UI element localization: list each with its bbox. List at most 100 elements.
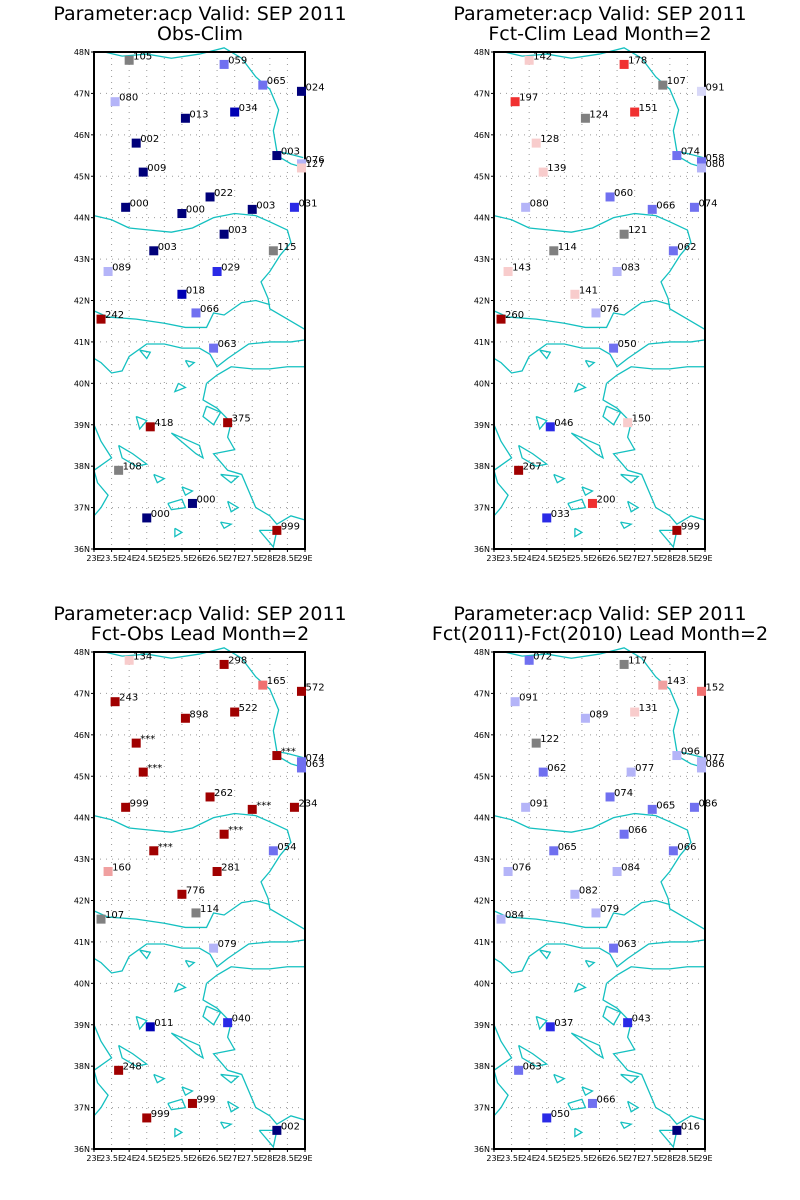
station-value: 142 (533, 51, 552, 62)
lat-tick-label: 46N (74, 731, 90, 740)
lat-tick-label: 45N (474, 772, 490, 781)
station-marker (110, 697, 120, 707)
station-value: 999 (151, 1109, 170, 1120)
coastline-segment (220, 473, 240, 484)
lon-tick-label: 24.5E (135, 554, 158, 563)
coastline-segment (174, 527, 184, 538)
axis-labels: 36N 37N 38N 39N 40N 41N 42N 43N 44N 45N 46N 47N 48N 2… (474, 648, 713, 1163)
station-marker (587, 1098, 597, 1108)
station-value: 076 (305, 155, 324, 166)
station-value: 065 (558, 842, 577, 853)
station-value: 072 (533, 651, 552, 662)
coastline-segment (181, 486, 194, 497)
lon-tick-label: 26.5E (206, 554, 229, 563)
station-marker (672, 525, 682, 535)
coastline-segment (493, 212, 706, 331)
station-value: 003 (281, 147, 300, 158)
station-marker (514, 1065, 524, 1075)
lon-tick-label: 25E (557, 1154, 572, 1163)
lat-tick-label: 39N (474, 421, 490, 430)
station-value: 062 (677, 242, 696, 253)
coastline-segment (135, 1015, 148, 1031)
lon-tick-label: 28.5E (276, 554, 299, 563)
station-value: 065 (656, 800, 675, 811)
station-marker (205, 192, 215, 202)
station-map: 36N 37N 38N 39N 40N 41N 42N 43N 44N 45N 46N 47N 48N 2… (474, 47, 725, 563)
coastline-segment (602, 1005, 622, 1026)
lon-tick-label: 25E (157, 1154, 172, 1163)
coastline-segment (93, 339, 306, 374)
station-marker (103, 867, 113, 877)
station-value: 034 (239, 103, 258, 114)
station-value: 999 (281, 521, 300, 532)
lat-tick-label: 42N (474, 897, 490, 906)
station-value: 084 (621, 863, 640, 874)
coastline-segment (535, 415, 548, 431)
coastline-segment (627, 500, 640, 513)
station-marker (545, 1022, 555, 1032)
station-marker (538, 167, 548, 177)
coastline-segment (139, 949, 152, 960)
coastline (93, 647, 306, 1149)
lon-tick-label: 27E (627, 554, 642, 563)
station-value: 999 (130, 798, 149, 809)
station-value: 083 (621, 263, 640, 274)
coastline-segment (581, 1086, 594, 1097)
coastline-segment (602, 405, 622, 426)
station-marker (103, 267, 113, 277)
coastline-segment (567, 1098, 587, 1111)
station-value: 024 (305, 82, 324, 93)
station-marker (247, 204, 257, 214)
station-value: 080 (705, 159, 724, 170)
lat-tick-label: 46N (74, 131, 90, 140)
map-frame (493, 651, 706, 1150)
station-marker (609, 943, 619, 953)
coastline-segment (602, 983, 706, 1125)
station-value: 079 (600, 904, 619, 915)
station-marker (647, 204, 657, 214)
lon-tick-label: 23.5E (100, 554, 123, 563)
coastline-segment (602, 383, 706, 525)
station-marker (542, 1113, 552, 1123)
lat-tick-label: 42N (74, 897, 90, 906)
station-value: 165 (267, 676, 286, 687)
lon-tick-label: 23E (86, 554, 101, 563)
station-value: 000 (196, 494, 215, 505)
station-marker (219, 829, 229, 839)
station-value: 084 (505, 910, 524, 921)
station-value: 077 (635, 763, 654, 774)
lat-tick-label: 36N (74, 545, 90, 554)
coastline-segment (167, 1098, 187, 1111)
axis-labels: 36N 37N 38N 39N 40N 41N 42N 43N 44N 45N 46N 47N 48N 2… (74, 48, 313, 563)
station-marker (549, 846, 559, 856)
coastline-segment (104, 647, 304, 759)
coastline-segment (620, 473, 640, 484)
station-value: 003 (158, 242, 177, 253)
lat-tick-label: 39N (74, 421, 90, 430)
station-marker (587, 498, 597, 508)
lon-tick-label: 24E (122, 554, 137, 563)
lat-tick-label: 43N (74, 855, 90, 864)
station-marker (696, 157, 706, 167)
coastline-segment (174, 1127, 184, 1138)
station-value: 178 (628, 55, 647, 66)
station-marker (696, 757, 706, 767)
lon-tick-label: 25.5E (170, 554, 193, 563)
coastline-segment (202, 983, 306, 1125)
station-value: 115 (277, 242, 296, 253)
coastline-segment (227, 500, 240, 513)
station-marker (219, 59, 229, 69)
station-value: 572 (305, 682, 324, 693)
station-marker (623, 1018, 633, 1028)
station-marker (696, 686, 706, 696)
coastline-segment (135, 415, 148, 431)
panel-subtitle: Fct-Clim Lead Month=2 (488, 23, 712, 45)
station-value: 043 (632, 1014, 651, 1025)
station-value: *** (228, 825, 243, 836)
station-value: 262 (214, 788, 233, 799)
station-value: 063 (618, 939, 637, 950)
station-marker (296, 763, 306, 773)
lat-tick-label: 41N (474, 938, 490, 947)
station-map: 36N 37N 38N 39N 40N 41N 42N 43N 44N 45N 46N 47N 48N 2… (474, 647, 725, 1163)
lon-tick-label: 26E (192, 1154, 207, 1163)
